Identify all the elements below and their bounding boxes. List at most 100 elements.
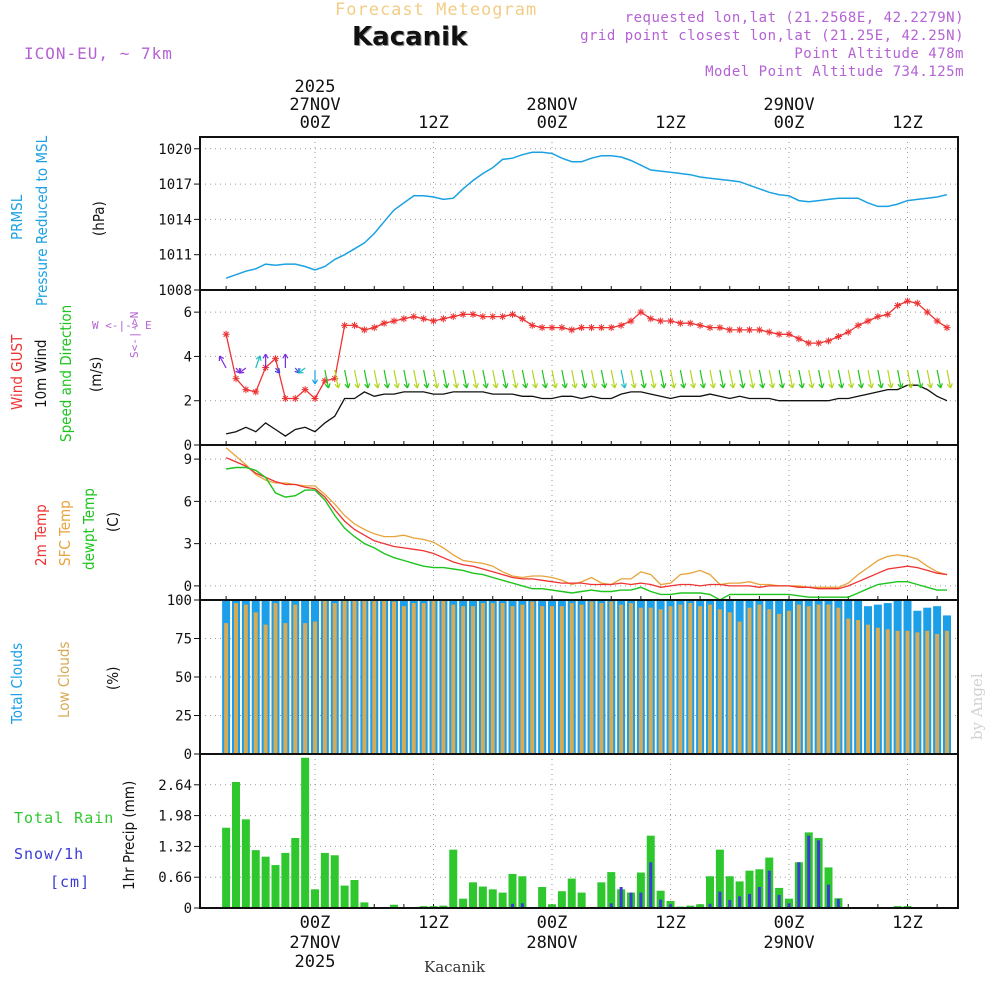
wind-direction-arrow: [502, 369, 509, 389]
low-cloud-bar: [905, 630, 910, 754]
wind-direction-arrow: [679, 369, 687, 389]
gust-marker: [380, 319, 388, 327]
low-cloud-bar: [619, 604, 624, 754]
gust-marker: [676, 319, 684, 327]
gust-marker: [360, 326, 368, 334]
wind-direction-arrow: [262, 353, 269, 368]
y-tick-label: 1020: [158, 142, 192, 158]
top-time-label: 00Z: [300, 113, 331, 133]
wind-direction-arrow: [818, 369, 825, 389]
rain-bar: [311, 889, 319, 908]
wind-direction-arrow: [413, 369, 420, 389]
snow-bar: [511, 903, 514, 908]
low-cloud-bar: [303, 623, 308, 754]
low-cloud-bar: [885, 629, 890, 754]
rain-bar: [706, 876, 714, 908]
wind-direction-arrow: [877, 369, 884, 389]
rain-bar: [607, 872, 616, 908]
bottom-date-label: 27NOV: [289, 933, 340, 953]
low-cloud-bar: [441, 600, 446, 754]
low-cloud-bar: [559, 606, 564, 754]
low-cloud-bar: [658, 609, 663, 754]
low-cloud-bar: [648, 607, 653, 754]
low-cloud-bar: [579, 604, 584, 754]
gust-marker: [765, 328, 773, 336]
rain-bar: [715, 849, 724, 908]
wind-direction-arrow: [620, 369, 627, 389]
low-cloud-bar: [816, 604, 821, 754]
gust-marker: [667, 317, 674, 325]
wind-direction-arrow: [729, 369, 736, 389]
gust-marker: [943, 324, 951, 332]
wind-direction-arrow: [334, 369, 341, 389]
snow-bar: [757, 887, 761, 908]
rain-bar: [301, 757, 310, 908]
low-cloud-bar: [530, 601, 535, 754]
y-tick-label: 9: [184, 452, 192, 468]
wind-direction-arrow: [472, 369, 479, 389]
wind-direction-arrow: [561, 369, 568, 389]
snow-unit-label: [cm]: [50, 873, 91, 891]
gust-marker: [578, 324, 586, 332]
snow-bar: [777, 894, 781, 908]
snow-bar: [708, 903, 712, 908]
rain-bar: [557, 891, 566, 908]
wind-direction-arrow: [936, 369, 943, 389]
wind-direction-arrow: [600, 369, 608, 389]
low-cloud-bar: [540, 606, 545, 754]
gust-marker: [390, 317, 398, 325]
low-cloud-bar: [263, 624, 268, 754]
rain-bar: [291, 838, 300, 908]
y-tick-label: 1008: [158, 283, 192, 299]
gust-marker: [311, 395, 319, 402]
rain-bar: [577, 892, 586, 908]
gust-marker: [321, 377, 329, 385]
low-cloud-bar: [777, 613, 782, 754]
snow-bar: [649, 862, 653, 908]
low-cloud-bar: [747, 607, 752, 754]
wind-direction-arrow: [218, 355, 227, 369]
point-altitude: Point Altitude 478m: [794, 46, 964, 62]
rain-bar: [745, 870, 754, 908]
low-cloud-bar: [283, 623, 288, 754]
gust-marker: [548, 324, 556, 332]
wind-direction-arrow: [699, 369, 706, 389]
wind-direction-arrow: [521, 369, 529, 389]
low-cloud-bar: [342, 600, 347, 754]
low-cloud-bar: [243, 604, 248, 754]
top-date-label: 29NOV: [763, 95, 814, 115]
gust-marker: [726, 326, 734, 334]
low-cloud-bar: [392, 601, 396, 754]
bottom-time-label: 00Z: [774, 913, 805, 933]
gust-marker: [657, 317, 665, 325]
rain-bar: [350, 880, 359, 908]
wind10-line: [225, 384, 948, 437]
low-cloud-bar: [757, 604, 762, 754]
rain-bar: [222, 827, 231, 908]
gust-marker: [301, 386, 309, 394]
y-tick-label: 25: [175, 709, 192, 725]
wind-direction-arrow: [837, 369, 845, 389]
y-tick-label: 50: [175, 670, 192, 686]
gust-marker: [479, 313, 487, 321]
gust-marker: [558, 324, 566, 332]
y-tick-label: 6: [184, 305, 192, 321]
low-cloud-bar: [480, 603, 485, 754]
top-time-label: 12Z: [655, 113, 686, 133]
low-cloud-bar: [856, 620, 861, 754]
gust-marker: [736, 326, 744, 334]
bottom-time-label: 12Z: [418, 913, 449, 933]
wind-direction-arrow: [531, 369, 539, 389]
low-cloud-bar: [767, 609, 772, 754]
gust-marker: [884, 310, 892, 318]
low-cloud-bar: [866, 624, 870, 754]
rain-bar: [261, 856, 270, 908]
gust-marker: [509, 310, 516, 318]
gust-marker: [272, 355, 279, 363]
low-cloud-bar: [461, 606, 466, 754]
rain-bar: [548, 904, 556, 908]
wind-direction-arrow: [452, 369, 460, 389]
gridpoint-coords: grid point closest lon,lat (21.25E, 42.2…: [580, 28, 964, 44]
panel-frame: [199, 444, 959, 601]
